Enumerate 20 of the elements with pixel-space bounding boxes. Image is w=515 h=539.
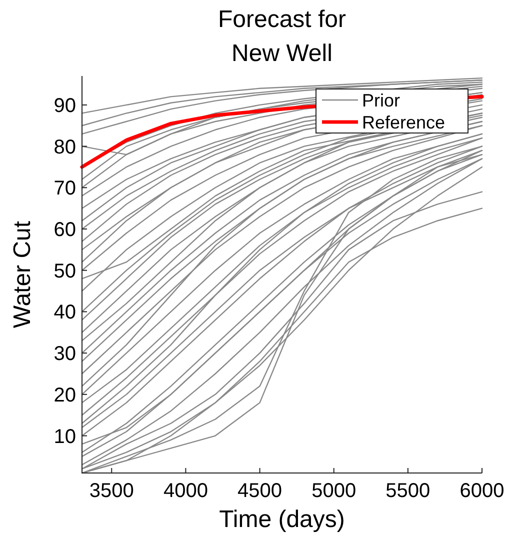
y-tick-label: 30 bbox=[54, 343, 76, 366]
y-tick-label: 60 bbox=[54, 219, 76, 242]
legend-label: Prior bbox=[362, 90, 400, 110]
chart-title: Forecast for New Well bbox=[218, 6, 346, 67]
legend-label: Reference bbox=[362, 112, 446, 132]
y-tick-label: 70 bbox=[54, 178, 76, 200]
y-tick-label: 80 bbox=[54, 136, 76, 158]
x-tick-label: 4000 bbox=[163, 480, 208, 502]
x-tick-label: 4500 bbox=[238, 480, 282, 502]
y-tick-label: 90 bbox=[54, 94, 76, 117]
x-tick-label: 3500 bbox=[89, 480, 134, 502]
y-tick-label: 50 bbox=[54, 260, 76, 282]
y-tick-label: 20 bbox=[54, 384, 76, 406]
x-tick-label: 5500 bbox=[386, 480, 430, 502]
y-tick-label: 10 bbox=[54, 426, 76, 448]
y-tick-label: 40 bbox=[54, 302, 76, 324]
y-axis-title: Water Cut bbox=[9, 220, 36, 328]
x-axis-title: Time (days) bbox=[219, 506, 345, 533]
x-tick-label: 5000 bbox=[312, 480, 356, 502]
x-tick-label: 6000 bbox=[460, 480, 504, 502]
